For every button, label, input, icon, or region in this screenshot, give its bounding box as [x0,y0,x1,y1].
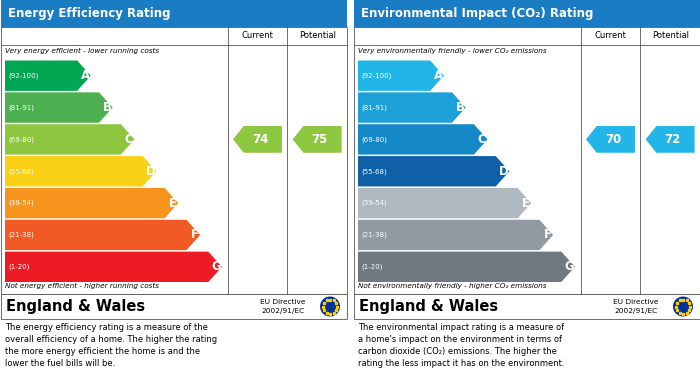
Bar [354,27,700,294]
Polygon shape [5,124,134,154]
Text: Very energy efficient - lower running costs: Very energy efficient - lower running co… [5,48,159,54]
Bar [354,0,700,27]
Text: 70: 70 [605,133,622,146]
Text: C: C [125,133,134,146]
Polygon shape [358,220,553,250]
Bar [1,294,347,319]
Text: England & Wales: England & Wales [359,299,498,314]
Polygon shape [293,126,342,153]
Polygon shape [5,61,91,91]
Text: Energy Efficiency Rating: Energy Efficiency Rating [8,7,171,20]
Text: B: B [103,101,112,114]
Bar [1,27,347,294]
Text: Current: Current [241,32,274,41]
Text: (21-38): (21-38) [8,232,34,238]
Text: (39-54): (39-54) [8,200,34,206]
Bar [354,294,700,319]
Polygon shape [358,252,575,282]
Text: Very environmentally friendly - lower CO₂ emissions: Very environmentally friendly - lower CO… [358,48,547,54]
Text: C: C [478,133,486,146]
Polygon shape [358,188,531,218]
Bar [1,0,347,27]
Text: A: A [80,69,90,82]
Text: Potential: Potential [652,32,689,41]
Text: (55-68): (55-68) [361,168,386,174]
Text: B: B [456,101,465,114]
Text: (92-100): (92-100) [361,72,391,79]
Text: (21-38): (21-38) [361,232,387,238]
Text: D: D [498,165,508,178]
Polygon shape [5,220,200,250]
Text: G: G [564,260,574,273]
Text: (81-91): (81-91) [8,104,34,111]
Text: England & Wales: England & Wales [6,299,145,314]
Polygon shape [233,126,282,153]
Text: (69-80): (69-80) [8,136,34,143]
Text: 74: 74 [252,133,268,146]
Text: E: E [522,197,531,210]
Text: 75: 75 [312,133,328,146]
Text: F: F [191,228,199,242]
Text: EU Directive
2002/91/EC: EU Directive 2002/91/EC [612,300,658,314]
Text: (92-100): (92-100) [8,72,38,79]
Text: F: F [544,228,552,242]
Polygon shape [586,126,635,153]
Polygon shape [645,126,694,153]
Circle shape [673,296,693,316]
Text: (1-20): (1-20) [8,264,29,270]
Polygon shape [358,156,510,187]
Circle shape [320,296,340,316]
Polygon shape [5,156,156,187]
Text: (81-91): (81-91) [361,104,387,111]
Polygon shape [358,92,466,123]
Text: Environmental Impact (CO₂) Rating: Environmental Impact (CO₂) Rating [361,7,594,20]
Text: The environmental impact rating is a measure of
a home's impact on the environme: The environmental impact rating is a mea… [358,323,564,368]
Text: Potential: Potential [299,32,336,41]
Text: G: G [211,260,221,273]
Text: (55-68): (55-68) [8,168,34,174]
Text: Not environmentally friendly - higher CO₂ emissions: Not environmentally friendly - higher CO… [358,283,547,289]
Polygon shape [358,124,487,154]
Text: A: A [434,69,443,82]
Text: 72: 72 [665,133,681,146]
Text: The energy efficiency rating is a measure of the
overall efficiency of a home. T: The energy efficiency rating is a measur… [5,323,217,368]
Text: (69-80): (69-80) [361,136,387,143]
Text: Not energy efficient - higher running costs: Not energy efficient - higher running co… [5,283,159,289]
Text: (39-54): (39-54) [361,200,386,206]
Text: (1-20): (1-20) [361,264,382,270]
Text: D: D [146,165,155,178]
Polygon shape [5,252,222,282]
Polygon shape [5,188,178,218]
Polygon shape [5,92,113,123]
Polygon shape [358,61,444,91]
Text: Current: Current [594,32,626,41]
Text: E: E [169,197,177,210]
Text: EU Directive
2002/91/EC: EU Directive 2002/91/EC [260,300,305,314]
